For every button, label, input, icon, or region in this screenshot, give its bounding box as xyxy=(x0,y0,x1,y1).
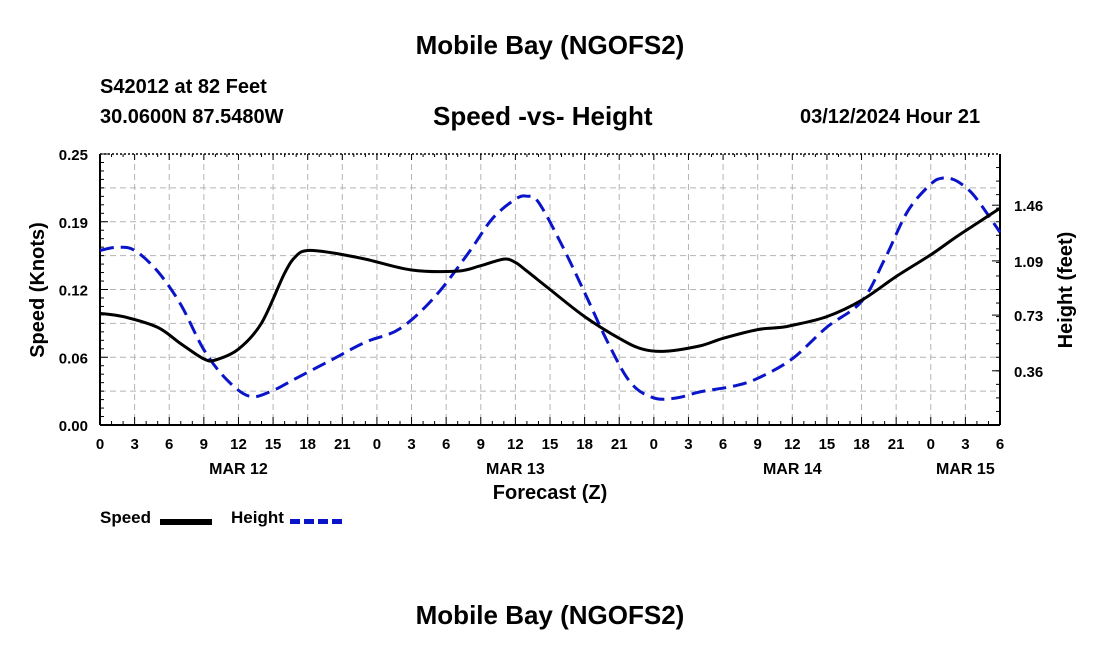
x-tick-label: 3 xyxy=(407,436,415,453)
x-day-label: MAR 14 xyxy=(763,461,822,478)
y2-axis-label: Height (feet) xyxy=(1055,232,1077,349)
y-tick-label: 0.12 xyxy=(59,283,88,300)
legend-speed-swatch xyxy=(160,519,212,525)
x-tick-label: 9 xyxy=(754,436,762,453)
x-tick-label: 15 xyxy=(542,436,559,453)
x-tick-label: 18 xyxy=(299,436,316,453)
legend-height-label: Height xyxy=(231,508,284,527)
x-tick-label: 3 xyxy=(684,436,692,453)
x-tick-label: 18 xyxy=(853,436,870,453)
y-tick-label: 0.00 xyxy=(59,418,88,435)
x-day-label: MAR 13 xyxy=(486,461,545,478)
x-tick-label: 6 xyxy=(996,436,1004,453)
x-tick-label: 3 xyxy=(130,436,138,453)
x-tick-label: 9 xyxy=(477,436,485,453)
y2-tick-label: 1.09 xyxy=(1014,254,1043,271)
x-tick-label: 3 xyxy=(961,436,969,453)
location-label: 30.0600N 87.5480W xyxy=(100,106,284,128)
x-tick-label: 9 xyxy=(200,436,208,453)
x-tick-label: 0 xyxy=(650,436,658,453)
legend-height-swatch xyxy=(290,519,342,524)
x-day-label: MAR 12 xyxy=(209,461,268,478)
chart-subtitle: Speed -vs- Height xyxy=(433,101,653,131)
x-tick-label: 0 xyxy=(927,436,935,453)
y2-tick-label: 1.46 xyxy=(1014,198,1043,215)
x-tick-label: 6 xyxy=(719,436,727,453)
x-tick-label: 21 xyxy=(334,436,351,453)
y-tick-label: 0.25 xyxy=(59,147,88,164)
datetime-label: 03/12/2024 Hour 21 xyxy=(800,106,981,128)
y-tick-label: 0.19 xyxy=(59,215,88,232)
height-series-line xyxy=(99,176,1002,401)
y2-tick-label: 0.36 xyxy=(1014,364,1043,381)
y-tick-label: 0.06 xyxy=(59,350,88,367)
x-tick-label: 0 xyxy=(373,436,381,453)
station-label: S42012 at 82 Feet xyxy=(100,76,267,98)
x-tick-label: 15 xyxy=(819,436,836,453)
x-tick-label: 6 xyxy=(442,436,450,453)
x-tick-label: 0 xyxy=(96,436,104,453)
x-day-label: MAR 15 xyxy=(936,461,995,478)
x-tick-label: 12 xyxy=(230,436,247,453)
x-tick-label: 21 xyxy=(611,436,628,453)
chart-title: Mobile Bay (NGOFS2) xyxy=(415,30,685,60)
speed-series-line xyxy=(99,206,1001,363)
x-axis-label: Forecast (Z) xyxy=(493,482,607,504)
x-tick-label: 15 xyxy=(265,436,282,453)
y2-tick-label: 0.73 xyxy=(1014,308,1043,325)
y-axis-label: Speed (Knots) xyxy=(27,222,49,358)
x-tick-label: 12 xyxy=(507,436,524,453)
x-tick-label: 6 xyxy=(165,436,173,453)
x-tick-label: 12 xyxy=(784,436,801,453)
legend-speed-label: Speed xyxy=(100,508,152,527)
x-tick-label: 18 xyxy=(576,436,593,453)
footer-title: Mobile Bay (NGOFS2) xyxy=(415,600,685,630)
x-tick-label: 21 xyxy=(888,436,905,453)
